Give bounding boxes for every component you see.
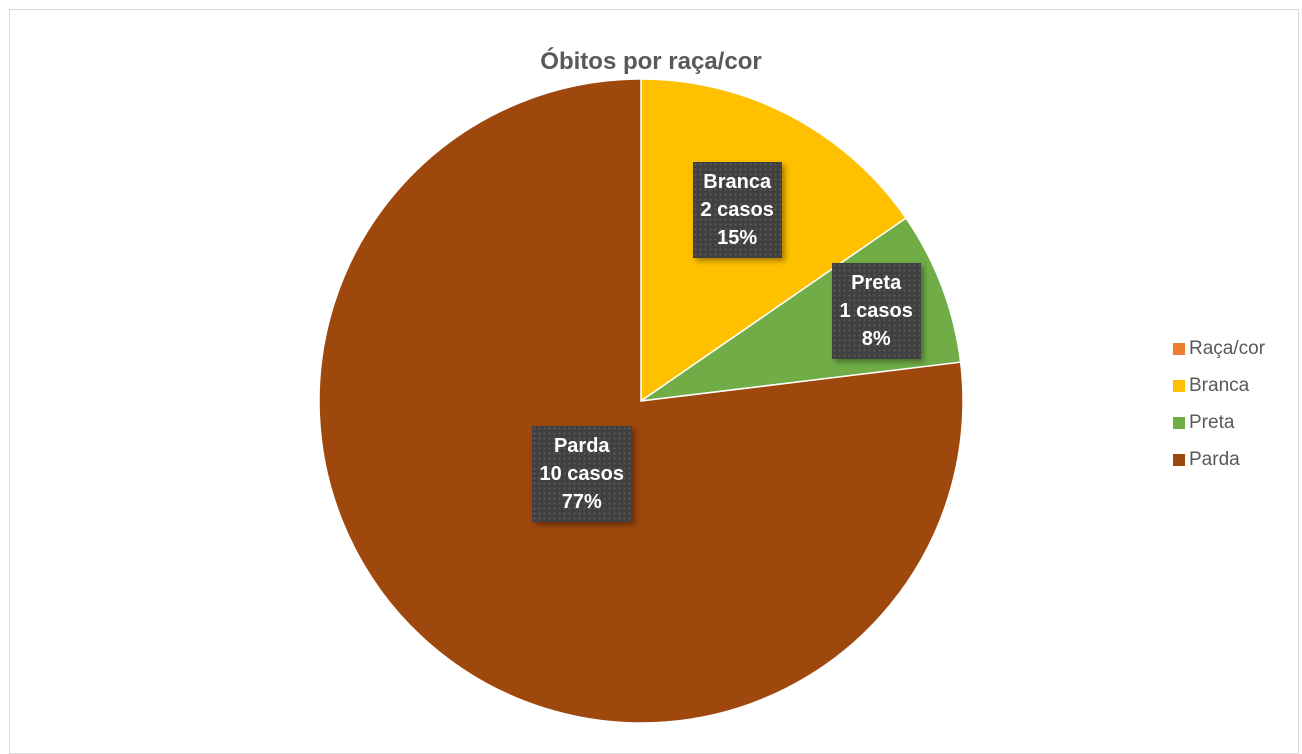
data-label-line: 2 casos [700, 199, 774, 221]
chart-title: Óbitos por raça/cor [540, 48, 762, 75]
data-label-line: Parda [553, 435, 610, 457]
data-label-line: 8% [861, 328, 891, 350]
data-label-line: 10 casos [539, 463, 625, 485]
chart-legend: Raça/cor Branca Preta Parda [1173, 330, 1265, 478]
legend-label: Branca [1189, 374, 1250, 396]
data-label-parda: Parda 10 casos 77% [531, 426, 633, 522]
data-label-preta: Preta 1 casos 8% [831, 263, 921, 359]
data-label-line: 1 casos [839, 300, 913, 322]
legend-item-branca: Branca [1173, 367, 1265, 404]
legend-swatch [1173, 453, 1185, 466]
legend-label: Parda [1189, 448, 1240, 470]
data-label-line: Branca [703, 171, 772, 193]
pie-slice-parda [318, 78, 964, 724]
legend-item-ra-a-cor: Raça/cor [1173, 330, 1265, 367]
legend-swatch [1173, 379, 1185, 392]
legend-swatch [1173, 416, 1185, 429]
legend-swatch [1173, 342, 1185, 355]
legend-item-parda: Parda [1173, 441, 1265, 478]
data-label-line: 77% [561, 491, 602, 513]
data-label-line: 15% [717, 227, 758, 249]
legend-label: Preta [1189, 411, 1235, 433]
data-label-line: Preta [851, 272, 902, 294]
legend-label: Raça/cor [1189, 337, 1266, 359]
legend-item-preta: Preta [1173, 404, 1265, 441]
data-label-branca: Branca 2 casos 15% [692, 162, 782, 258]
